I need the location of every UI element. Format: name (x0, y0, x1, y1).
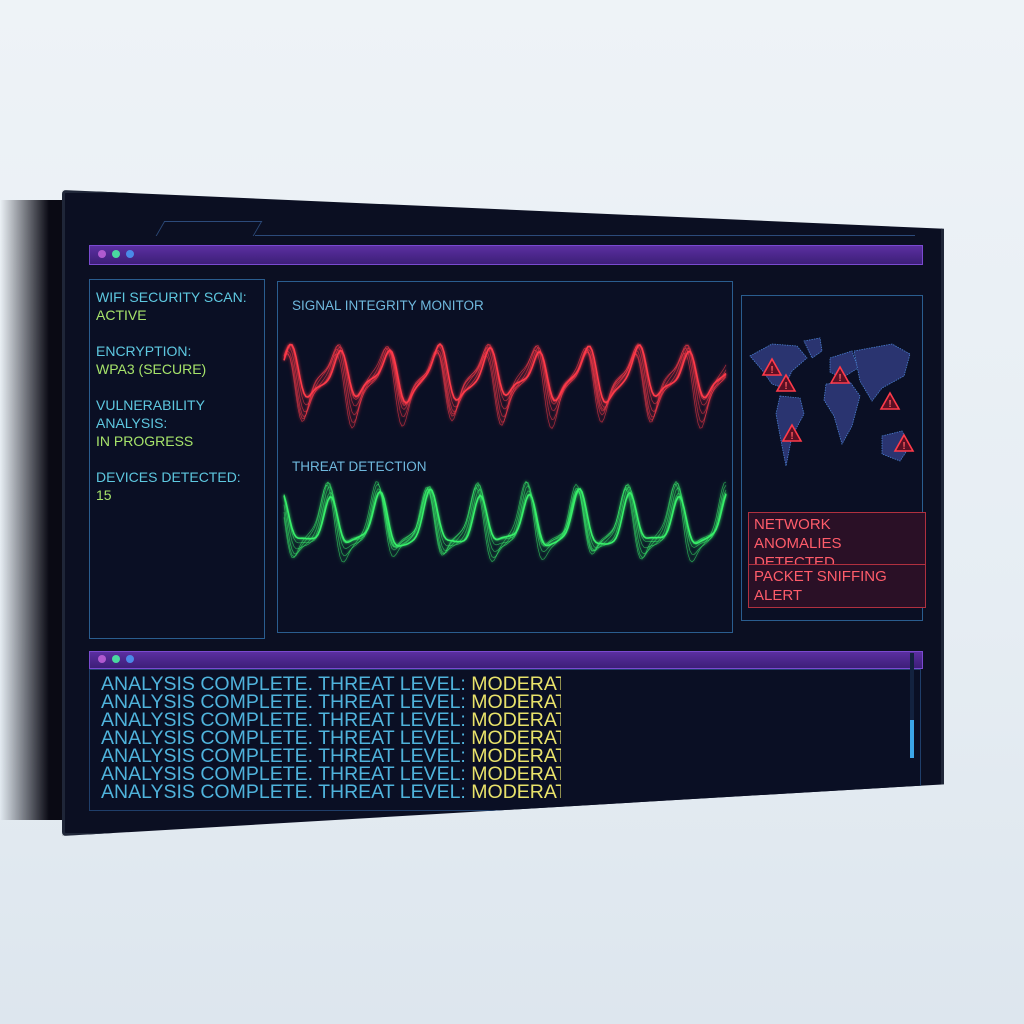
svg-text:!: ! (770, 365, 773, 376)
warning-triangle-icon[interactable]: ! (761, 357, 783, 376)
map-asia (853, 343, 911, 402)
log-line: ANALYSIS COMPLETE. THREAT LEVEL: MODERAT… (101, 745, 561, 767)
wave-green-trace (283, 483, 727, 552)
status-label: ENCRYPTION: (96, 343, 192, 359)
monitor-screen: WIFI SECURITY SCAN: ACTIVE ENCRYPTION: WPA3… (62, 190, 944, 836)
map-africa (823, 381, 861, 446)
log-text: ANALYSIS COMPLETE. THREAT LEVEL: (101, 763, 466, 785)
log-line: ANALYSIS COMPLETE. THREAT LEVEL: MODERAT… (101, 781, 561, 803)
threat-level: MODERATE (471, 691, 561, 713)
status-label: DEVICES DETECTED: (96, 469, 241, 485)
window-dot-blue[interactable] (126, 655, 134, 663)
log-text: ANALYSIS COMPLETE. THREAT LEVEL: (101, 727, 466, 749)
log-line: ANALYSIS COMPLETE. THREAT LEVEL: MODERAT… (101, 763, 561, 785)
wave-red-trace (283, 343, 727, 413)
log-text: ANALYSIS COMPLETE. THREAT LEVEL: (101, 745, 466, 767)
log-panel (89, 669, 921, 811)
status-value: ACTIVE (96, 307, 147, 323)
window-dot-blue[interactable] (126, 250, 134, 258)
log-text: ANALYSIS COMPLETE. THREAT LEVEL: (101, 709, 466, 731)
threat-map-panel: !!!!!! NETWORK ANOMALIES DETECTED PACKET … (741, 295, 926, 621)
log-text: ANALYSIS COMPLETE. THREAT LEVEL: (101, 675, 466, 695)
wave-green-trace (283, 485, 727, 549)
top-window-bar (89, 245, 923, 265)
status-label: WIFI SECURITY SCAN: (96, 289, 247, 305)
wave-green-trace (283, 480, 727, 563)
log-line: ANALYSIS COMPLETE. THREAT LEVEL: MODERAT… (101, 727, 561, 749)
threat-level: MODERATE (471, 727, 561, 749)
log-scrollbar[interactable] (910, 653, 914, 758)
window-dot-purple[interactable] (98, 250, 106, 258)
top-line (255, 235, 915, 236)
warning-triangle-icon[interactable]: ! (829, 365, 851, 384)
log-scrollbar-thumb[interactable] (910, 720, 914, 758)
log-window-bar (89, 651, 923, 669)
status-label: VULNERABILITY ANALYSIS: (96, 397, 205, 431)
log-output[interactable]: ANALYSIS COMPLETE. THREAT LEVEL: MODERAT… (101, 675, 561, 805)
svg-text:!: ! (784, 381, 787, 392)
warning-triangle-icon[interactable]: ! (893, 433, 915, 452)
wave-red-trace (283, 347, 727, 429)
map-north-america (749, 343, 808, 389)
svg-text:!: ! (838, 373, 841, 384)
window-dot-green[interactable] (112, 655, 120, 663)
wave-red-trace (283, 344, 727, 418)
log-line: ANALYSIS COMPLETE. THREAT LEVEL: MODERAT… (101, 709, 561, 731)
status-value: WPA3 (SECURE) (96, 361, 207, 377)
monitor-shadow (0, 200, 70, 820)
tab-notch (155, 221, 263, 236)
alert-box[interactable]: PACKET SNIFFING ALERT (748, 564, 926, 608)
wave-red-trace (283, 343, 727, 404)
status-value: IN PROGRESS (96, 433, 194, 449)
wave-green-trace (283, 482, 727, 555)
warning-triangle-icon[interactable]: ! (775, 373, 797, 392)
window-dot-green[interactable] (112, 250, 120, 258)
threat-level: MODERATE (471, 709, 561, 731)
threat-level: MODERATE (471, 781, 561, 803)
status-panel: WIFI SECURITY SCAN: ACTIVE ENCRYPTION: WPA3… (89, 279, 265, 639)
warning-triangle-icon[interactable]: ! (781, 423, 803, 442)
svg-text:!: ! (888, 399, 891, 410)
threat-waveform (283, 480, 727, 563)
waveform-chart (283, 343, 727, 563)
wave-monitor-panel: SIGNAL INTEGRITY MONITOR THREAT DETECTIO… (277, 281, 733, 633)
threat-level: MODERATE (471, 763, 561, 785)
window-dot-purple[interactable] (98, 655, 106, 663)
map-greenland (803, 337, 823, 359)
warning-triangle-icon[interactable]: ! (879, 391, 901, 410)
signal-waveform (283, 343, 727, 429)
svg-text:!: ! (790, 431, 793, 442)
wave-green-trace (283, 480, 727, 559)
threat-detection-title: THREAT DETECTION (292, 459, 427, 474)
log-line: ANALYSIS COMPLETE. THREAT LEVEL: MODERAT… (101, 691, 561, 713)
status-value: 15 (96, 487, 112, 503)
threat-level: MODERATE (471, 745, 561, 767)
world-map: !!!!!! (749, 337, 915, 467)
log-text: ANALYSIS COMPLETE. THREAT LEVEL: (101, 781, 466, 803)
svg-text:!: ! (902, 441, 905, 452)
wave-green-trace (283, 487, 727, 547)
log-line: ANALYSIS COMPLETE. THREAT LEVEL: MODERAT… (101, 675, 561, 695)
wave-red-trace (283, 343, 727, 408)
threat-level: MODERATE (471, 675, 561, 695)
log-text: ANALYSIS COMPLETE. THREAT LEVEL: (101, 691, 466, 713)
signal-integrity-title: SIGNAL INTEGRITY MONITOR (292, 298, 484, 313)
